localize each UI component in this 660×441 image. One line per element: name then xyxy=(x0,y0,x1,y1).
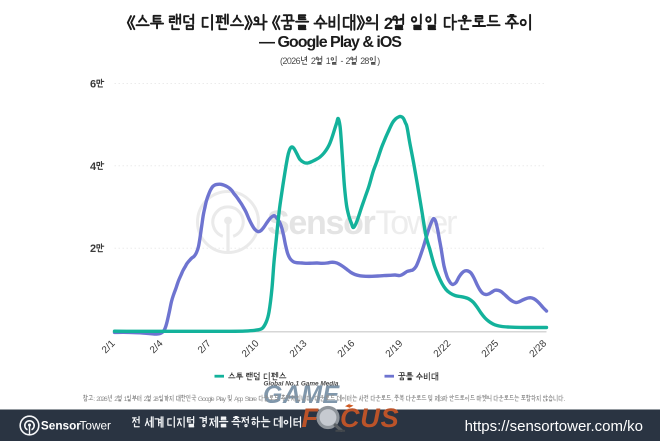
svg-text:2/28: 2/28 xyxy=(528,338,550,360)
svg-text:Google: Google xyxy=(198,396,215,403)
svg-text:GAME: GAME xyxy=(263,381,341,409)
svg-text:6: 6 xyxy=(90,79,96,91)
svg-text:App: App xyxy=(234,396,244,403)
svg-text:2: 2 xyxy=(114,396,118,403)
svg-text:2/7: 2/7 xyxy=(196,338,214,356)
svg-text:4: 4 xyxy=(90,161,97,173)
svg-text:1: 1 xyxy=(326,56,331,66)
svg-text:2: 2 xyxy=(346,56,351,66)
svg-text:2026: 2026 xyxy=(96,396,108,403)
svg-text:3: 3 xyxy=(440,396,444,403)
svg-text:2/4: 2/4 xyxy=(148,338,166,356)
svg-text:Play: Play xyxy=(216,396,227,403)
svg-text:CUS: CUS xyxy=(340,403,399,433)
svg-text:2/19: 2/19 xyxy=(384,338,406,360)
svg-text:2/22: 2/22 xyxy=(432,338,454,360)
svg-text:Tower: Tower xyxy=(376,204,458,242)
svg-text::: : xyxy=(93,396,95,403)
svg-text:2/10: 2/10 xyxy=(240,338,262,360)
svg-text:2: 2 xyxy=(144,396,148,403)
svg-text:Store: Store xyxy=(245,396,258,403)
svg-text:.: . xyxy=(564,396,566,403)
svg-text:Sensor: Sensor xyxy=(41,418,81,432)
svg-text:2/16: 2/16 xyxy=(336,338,358,360)
svg-text:28: 28 xyxy=(153,396,159,403)
svg-text:.: . xyxy=(312,396,314,403)
svg-text:F: F xyxy=(302,403,320,433)
svg-text:2/1: 2/1 xyxy=(100,338,118,356)
svg-text:1: 1 xyxy=(124,396,128,403)
svg-text:): ) xyxy=(377,56,380,66)
svg-text:-: - xyxy=(341,56,344,66)
svg-text:2: 2 xyxy=(384,15,393,33)
svg-text:Tower: Tower xyxy=(80,418,112,432)
svg-text:https://sensortower.com/ko: https://sensortower.com/ko xyxy=(465,418,643,435)
svg-text:(2026: (2026 xyxy=(280,56,301,66)
svg-text:28: 28 xyxy=(360,56,369,66)
svg-text:2/13: 2/13 xyxy=(288,338,310,360)
svg-text:2: 2 xyxy=(90,243,96,255)
svg-text:,: , xyxy=(391,396,393,403)
svg-text:2: 2 xyxy=(311,56,316,66)
svg-text:— Google Play & iOS: — Google Play & iOS xyxy=(259,34,402,51)
svg-text:Global No.1 Game Media: Global No.1 Game Media xyxy=(264,380,339,387)
svg-text:2/25: 2/25 xyxy=(480,338,502,360)
